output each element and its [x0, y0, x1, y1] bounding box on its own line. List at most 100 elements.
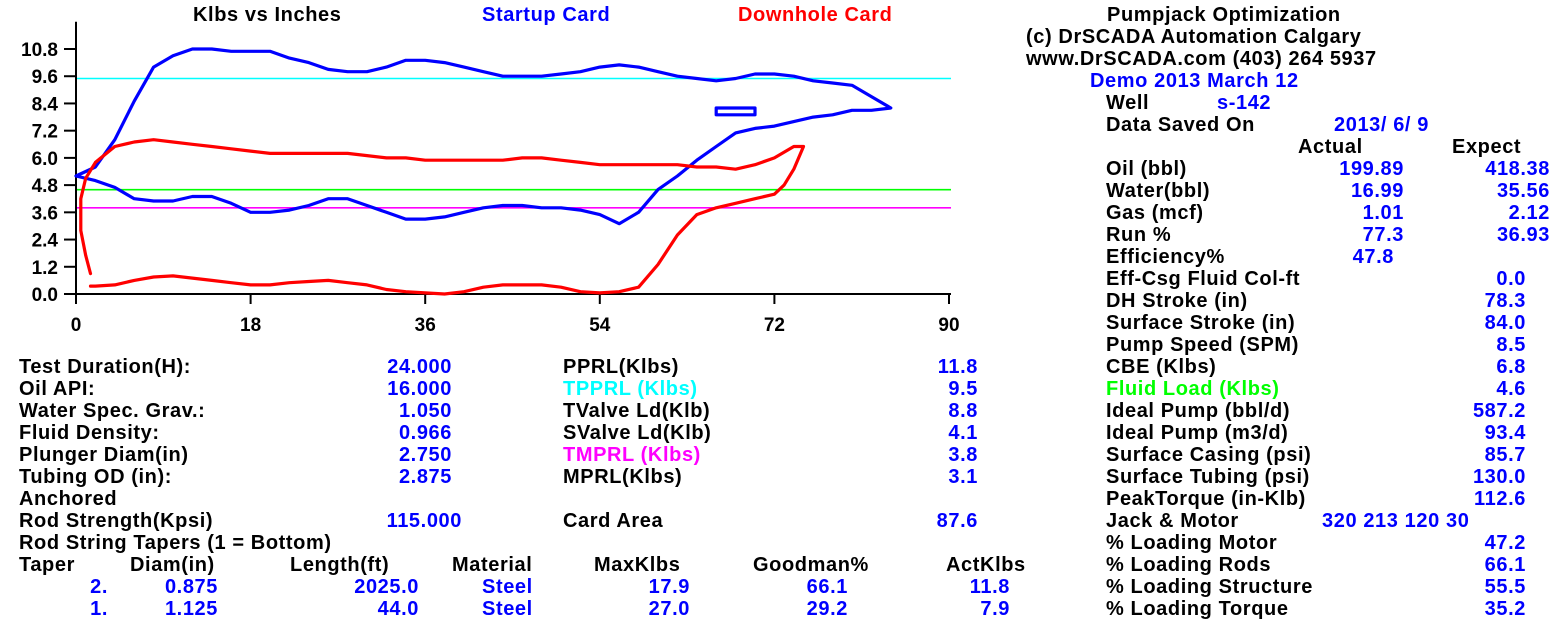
legend-downhole-card: Downhole Card [738, 4, 893, 26]
taper-cell: 66.1 [806, 576, 848, 598]
y-tick-label: 0.0 [32, 285, 58, 306]
load-param-label: TMPRL (Klbs) [563, 444, 701, 466]
param-value: 6.8 [1496, 356, 1526, 378]
series-startup-card [74, 47, 893, 226]
expect-header: Expect [1452, 136, 1522, 158]
copyright: (c) DrSCADA Automation Calgary [1026, 26, 1362, 48]
loading-label: % Loading Rods [1106, 554, 1272, 576]
taper-header: MaxKlbs [594, 554, 681, 576]
well-label: Well [1106, 92, 1150, 114]
x-tick-label: 18 [240, 315, 261, 336]
plot-area: 0.0 1.2 2.4 3.6 4.8 6.0 7.2 8.4 9.6 10.8 0 18 36 54 72… [21, 21, 960, 336]
param-label: Pump Speed (SPM) [1106, 334, 1299, 356]
taper-cell: 1. [90, 598, 108, 620]
efficiency-value: 47.8 [1352, 246, 1394, 268]
test-param-label: Fluid Density: [19, 422, 160, 444]
param-value: 93.4 [1484, 422, 1526, 444]
series-marker-box [714, 106, 757, 117]
jack-motor-value: 320 213 120 30 [1322, 510, 1470, 532]
param-label: PeakTorque (in-Klb) [1106, 488, 1306, 510]
y-tick-label: 8.4 [32, 94, 59, 115]
param-label: DH Stroke (in) [1106, 290, 1248, 312]
well-value: s-142 [1217, 92, 1272, 114]
taper-cell: 1.125 [164, 598, 218, 620]
load-param-value: 3.1 [948, 466, 978, 488]
load-param-value: 9.5 [948, 378, 978, 400]
y-tick-label: 7.2 [32, 122, 58, 143]
load-param-value: 8.8 [948, 400, 978, 422]
card-area-label: Card Area [563, 510, 664, 532]
y-tick-label: 2.4 [32, 231, 59, 252]
taper-cell: 27.0 [648, 598, 690, 620]
param-value: 587.2 [1472, 400, 1526, 422]
load-param-label: SValve Ld(Klb) [563, 422, 712, 444]
load-param-label: PPRL(Klbs) [563, 356, 679, 378]
param-label: CBE (Klbs) [1106, 356, 1217, 378]
param-label: Surface Stroke (in) [1106, 312, 1296, 334]
card-area-value: 87.6 [936, 510, 978, 532]
param-value: 130.0 [1472, 466, 1526, 488]
y-tick-label: 6.0 [32, 149, 58, 170]
param-value: 112.6 [1474, 488, 1526, 510]
chart-title: Klbs vs Inches [193, 4, 342, 26]
x-tick-label: 90 [938, 315, 959, 336]
taper-cell: 29.2 [806, 598, 848, 620]
loading-value: 35.2 [1484, 598, 1526, 620]
taper-header: Taper [19, 554, 75, 576]
param-label: Ideal Pump (m3/d) [1106, 422, 1289, 444]
x-tick-label: 0 [71, 315, 82, 336]
production-expect: 2.12 [1508, 202, 1550, 224]
test-param-value: 0.966 [398, 422, 452, 444]
actual-header: Actual [1298, 136, 1363, 158]
param-value: 0.0 [1496, 268, 1526, 290]
param-value: 8.5 [1496, 334, 1526, 356]
taper-header: Material [452, 554, 533, 576]
param-label: Eff-Csg Fluid Col-ft [1106, 268, 1301, 290]
x-tick-label: 54 [589, 315, 611, 336]
param-label: Surface Casing (psi) [1106, 444, 1312, 466]
taper-cell: Steel [482, 576, 533, 598]
load-param-value: 3.8 [948, 444, 978, 466]
loading-value: 55.5 [1484, 576, 1526, 598]
load-param-label: MPRL(Klbs) [563, 466, 683, 488]
production-label: Run % [1106, 224, 1172, 246]
demo-date: Demo 2013 March 12 [1090, 70, 1299, 92]
production-label: Water(bbl) [1106, 180, 1211, 202]
taper-cell: 11.8 [969, 576, 1010, 598]
app-title: Pumpjack Optimization [1107, 4, 1341, 26]
test-param-label: Oil API: [19, 378, 96, 400]
jack-motor-label: Jack & Motor [1106, 510, 1239, 532]
param-value: 4.6 [1496, 378, 1526, 400]
production-label: Gas (mcf) [1106, 202, 1204, 224]
param-value: 84.0 [1484, 312, 1526, 334]
load-param-value: 4.1 [948, 422, 978, 444]
loading-value: 66.1 [1484, 554, 1526, 576]
y-tick-label: 1.2 [32, 258, 58, 279]
production-actual: 199.89 [1339, 158, 1404, 180]
production-actual: 1.01 [1362, 202, 1404, 224]
taper-cell: 7.9 [980, 598, 1010, 620]
y-tick-label: 3.6 [32, 203, 58, 224]
param-label: Fluid Load (Klbs) [1106, 378, 1280, 400]
loading-value: 47.2 [1484, 532, 1526, 554]
x-tick-label: 72 [764, 315, 785, 336]
anchored-label: Anchored [19, 488, 118, 510]
dynamometer-chart: 0.0 1.2 2.4 3.6 4.8 6.0 7.2 8.4 9.6 10.8 0 18 36 54 72… [21, 21, 960, 336]
taper-header: Diam(in) [130, 554, 215, 576]
load-param-value: 11.8 [937, 356, 978, 378]
taper-cell: 2025.0 [354, 576, 419, 598]
website: www.DrSCADA.com (403) 264 5937 [1026, 48, 1377, 70]
legend-startup-card: Startup Card [482, 4, 611, 26]
param-value: 85.7 [1484, 444, 1526, 466]
loading-label: % Loading Torque [1106, 598, 1289, 620]
production-expect: 36.93 [1496, 224, 1550, 246]
production-actual: 77.3 [1362, 224, 1404, 246]
test-param-value: 1.050 [398, 400, 452, 422]
test-param-label: Tubing OD (in): [19, 466, 173, 488]
y-tick-label: 9.6 [32, 67, 58, 88]
load-param-label: TValve Ld(Klb) [563, 400, 711, 422]
taper-cell: 17.9 [648, 576, 690, 598]
taper-cell: 2. [90, 576, 108, 598]
series-downhole-card [79, 138, 806, 296]
test-param-label: Water Spec. Grav.: [19, 400, 206, 422]
